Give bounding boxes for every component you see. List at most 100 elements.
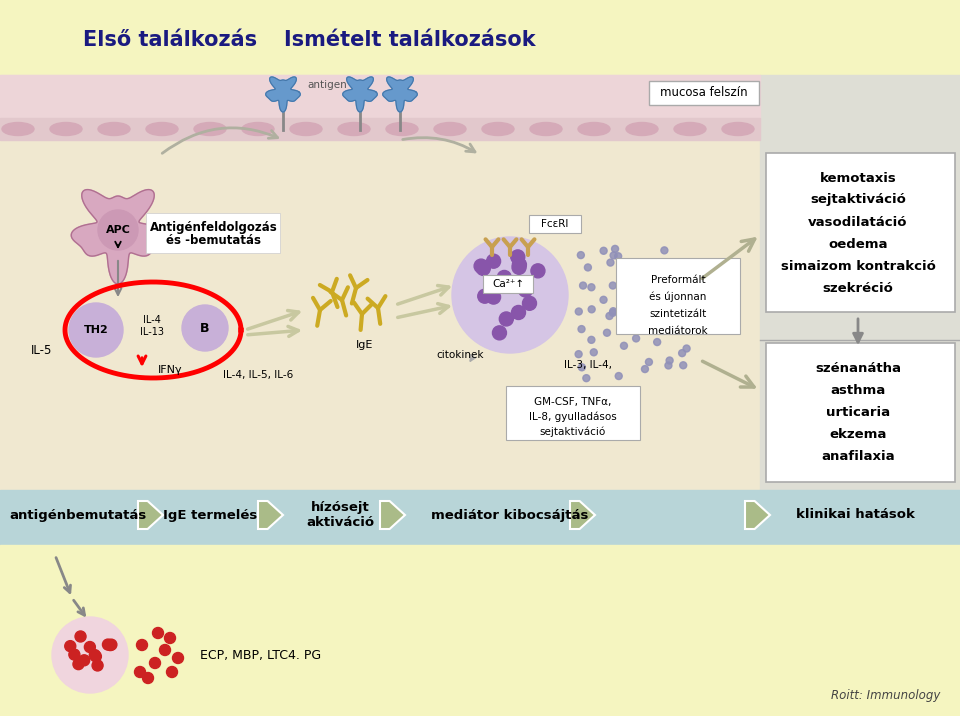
- Circle shape: [676, 271, 684, 279]
- Circle shape: [487, 254, 500, 268]
- Circle shape: [578, 326, 585, 333]
- Text: urticaria: urticaria: [826, 405, 890, 418]
- Text: mediátor kibocsájtás: mediátor kibocsájtás: [431, 508, 588, 521]
- Text: Antigénfeldolgozás: Antigénfeldolgozás: [150, 221, 277, 235]
- Text: mucosa felszín: mucosa felszín: [660, 87, 748, 100]
- Circle shape: [142, 672, 154, 684]
- Text: Roitt: Immunology: Roitt: Immunology: [830, 689, 940, 702]
- Circle shape: [610, 309, 616, 316]
- Circle shape: [134, 667, 146, 677]
- Circle shape: [518, 283, 533, 297]
- Polygon shape: [380, 501, 405, 529]
- Text: IL-13: IL-13: [140, 327, 164, 337]
- Circle shape: [588, 337, 595, 344]
- Circle shape: [604, 329, 611, 337]
- Circle shape: [611, 252, 617, 259]
- Polygon shape: [138, 501, 163, 529]
- Circle shape: [69, 303, 123, 357]
- Text: Első találkozás: Első találkozás: [83, 30, 257, 50]
- Circle shape: [69, 649, 80, 660]
- Circle shape: [575, 308, 583, 315]
- Text: Ca²⁺↑: Ca²⁺↑: [492, 279, 524, 289]
- Circle shape: [618, 274, 625, 281]
- Text: antigénbemutatás: antigénbemutatás: [10, 508, 147, 521]
- Circle shape: [512, 306, 525, 319]
- Text: szekréció: szekréció: [823, 281, 894, 294]
- Circle shape: [103, 639, 113, 650]
- FancyBboxPatch shape: [529, 215, 581, 233]
- FancyBboxPatch shape: [506, 386, 640, 440]
- Text: ekzema: ekzema: [829, 427, 887, 440]
- Circle shape: [660, 247, 668, 254]
- Text: és újonnan: és újonnan: [649, 291, 707, 302]
- Circle shape: [522, 296, 537, 310]
- Circle shape: [600, 247, 607, 254]
- Circle shape: [657, 326, 663, 333]
- Text: simaizom kontrakció: simaizom kontrakció: [780, 259, 935, 273]
- Circle shape: [583, 374, 589, 382]
- Text: Preformált: Preformált: [651, 275, 706, 285]
- Bar: [0, 118, 760, 140]
- Circle shape: [588, 306, 595, 313]
- Bar: [760, 75, 960, 490]
- Polygon shape: [71, 190, 165, 284]
- Ellipse shape: [434, 122, 466, 135]
- Circle shape: [680, 362, 686, 369]
- Polygon shape: [570, 501, 595, 529]
- Circle shape: [531, 263, 545, 278]
- Circle shape: [585, 264, 591, 271]
- Circle shape: [654, 339, 660, 346]
- Circle shape: [499, 312, 514, 326]
- Text: IL-4, IL-5, IL-6: IL-4, IL-5, IL-6: [223, 370, 293, 380]
- Text: Ismételt találkozások: Ismételt találkozások: [284, 30, 536, 50]
- Text: FcεRI: FcεRI: [541, 219, 568, 229]
- Text: antigen: antigen: [307, 80, 347, 90]
- Circle shape: [590, 349, 597, 356]
- Circle shape: [675, 312, 682, 319]
- Circle shape: [486, 277, 499, 291]
- Ellipse shape: [530, 122, 562, 135]
- Text: vasodilatáció: vasodilatáció: [808, 216, 908, 228]
- Circle shape: [578, 364, 586, 371]
- Circle shape: [90, 651, 102, 662]
- Text: oedema: oedema: [828, 238, 888, 251]
- Bar: [0, 75, 760, 490]
- Text: kemotaxis: kemotaxis: [820, 172, 897, 185]
- Text: szénanátha: szénanátha: [815, 362, 901, 374]
- Ellipse shape: [50, 122, 82, 135]
- Ellipse shape: [674, 122, 706, 135]
- Circle shape: [452, 237, 568, 353]
- Circle shape: [182, 305, 228, 351]
- Circle shape: [661, 264, 668, 271]
- Text: mediátorok: mediátorok: [648, 326, 708, 336]
- Polygon shape: [343, 77, 377, 112]
- Text: ECP, MBP, LTC4. PG: ECP, MBP, LTC4. PG: [200, 649, 322, 662]
- Circle shape: [159, 644, 171, 656]
- Circle shape: [166, 667, 178, 677]
- Circle shape: [620, 342, 628, 349]
- Circle shape: [511, 250, 525, 264]
- Circle shape: [612, 246, 618, 253]
- Ellipse shape: [338, 122, 370, 135]
- Circle shape: [641, 366, 648, 372]
- Text: IgE: IgE: [356, 340, 373, 350]
- Ellipse shape: [194, 122, 226, 135]
- Text: IL-3, IL-4,: IL-3, IL-4,: [564, 360, 612, 370]
- FancyBboxPatch shape: [616, 258, 740, 334]
- Circle shape: [621, 268, 628, 275]
- Text: GM-CSF, TNFα,: GM-CSF, TNFα,: [535, 397, 612, 407]
- Text: anafilaxia: anafilaxia: [821, 450, 895, 463]
- Bar: [0, 75, 760, 130]
- FancyBboxPatch shape: [766, 153, 955, 312]
- Circle shape: [52, 617, 128, 693]
- Text: IgE termelés: IgE termelés: [163, 508, 257, 521]
- Text: IL-4: IL-4: [143, 315, 161, 325]
- Text: klinikai hatások: klinikai hatások: [796, 508, 915, 521]
- Circle shape: [577, 251, 585, 258]
- Text: és -bemutatás: és -bemutatás: [166, 235, 261, 248]
- Text: citokinek: citokinek: [436, 350, 484, 360]
- Circle shape: [476, 261, 491, 276]
- Circle shape: [73, 659, 84, 669]
- Circle shape: [106, 639, 117, 650]
- Circle shape: [633, 296, 640, 304]
